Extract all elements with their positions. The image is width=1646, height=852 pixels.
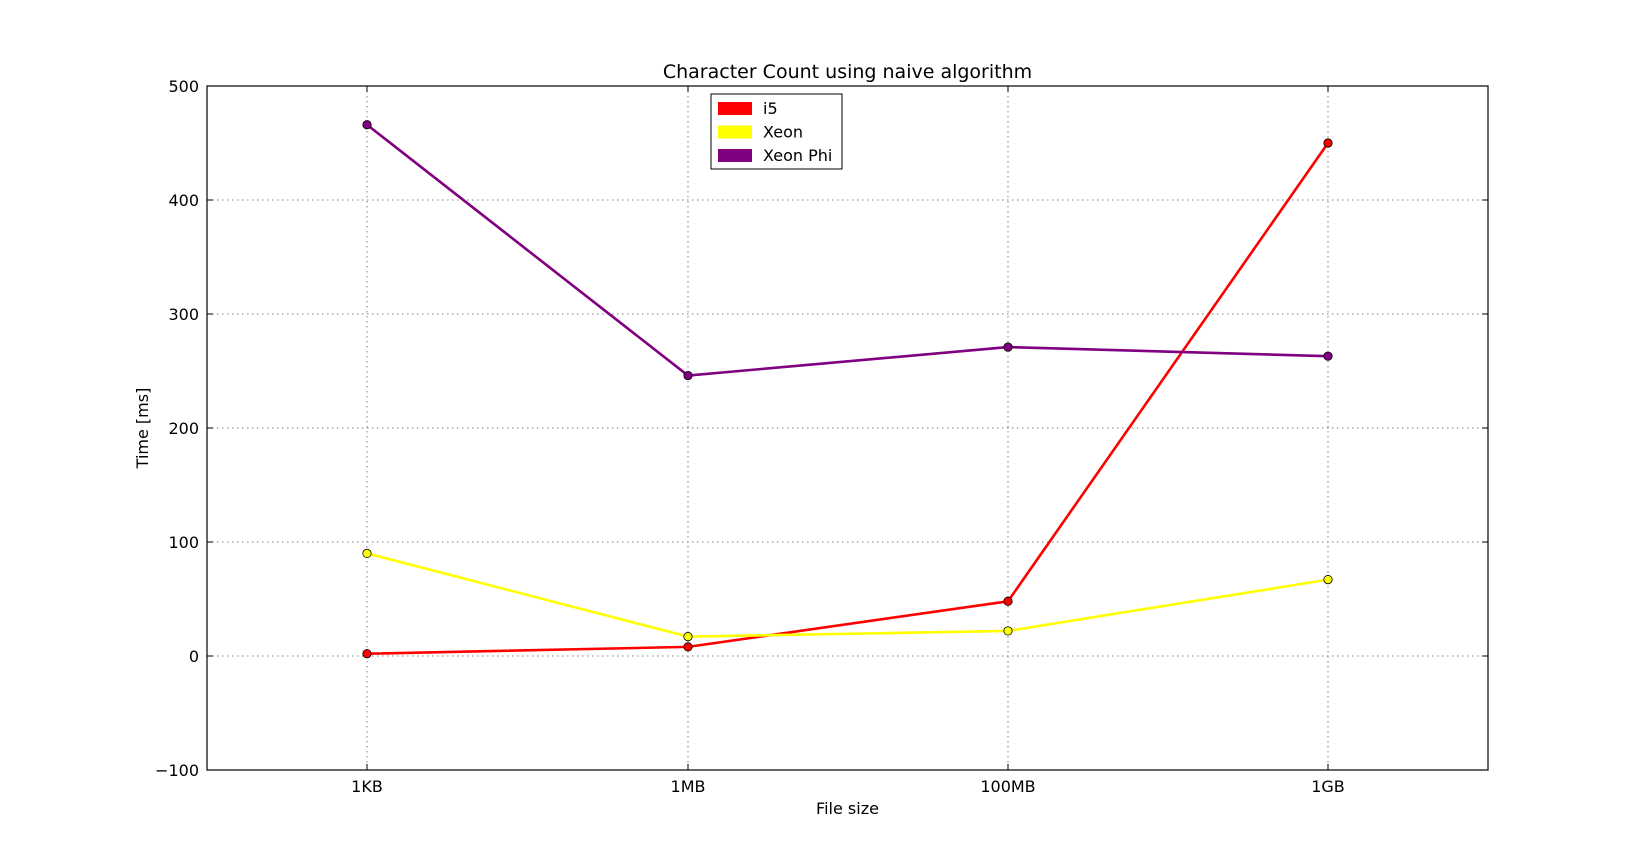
series-line [366,142,1330,656]
legend-entry: Xeon [763,123,803,142]
data-point [683,642,693,652]
series-xeon-phi [362,120,1333,381]
y-tick-label: 300 [168,305,199,324]
data-point [1003,626,1013,636]
data-point [362,649,372,659]
legend-swatch [718,125,752,139]
y-tick-label: 400 [168,191,199,210]
y-tick-label: 100 [168,533,199,552]
legend: i5 Xeon Xeon Phi [710,93,843,170]
legend-swatch [718,149,752,162]
series-line [366,123,1329,377]
data-point [362,120,372,130]
data-point [1003,596,1013,606]
axis-ticks: −100 0 100 200 300 400 500 1KB 1MB 100MB 1GB [155,77,1488,796]
x-tick-label: 100MB [980,777,1035,796]
data-point [683,632,693,642]
data-point [1323,575,1333,585]
series-line [366,552,1329,638]
y-tick-label: 500 [168,77,199,96]
series-lines [362,120,1333,659]
y-tick-label: 0 [189,647,199,666]
data-point [1323,138,1333,148]
data-point [1003,342,1013,352]
y-tick-label: 200 [168,419,199,438]
series-i5 [362,138,1333,659]
series-xeon [362,548,1333,642]
data-point [683,370,693,381]
y-tick-label: −100 [155,761,199,780]
x-tick-label: 1KB [351,777,383,796]
x-axis-label: File size [816,799,879,818]
y-axis-label: Time [ms] [133,388,152,470]
x-tick-label: 1GB [1311,777,1345,796]
data-point [362,548,372,559]
chart-title: Character Count using naive algorithm [663,61,1032,83]
data-point [1323,351,1333,361]
legend-entry: i5 [763,99,778,118]
legend-swatch [718,102,752,115]
legend-entry: Xeon Phi [763,146,832,165]
x-tick-label: 1MB [671,777,706,796]
